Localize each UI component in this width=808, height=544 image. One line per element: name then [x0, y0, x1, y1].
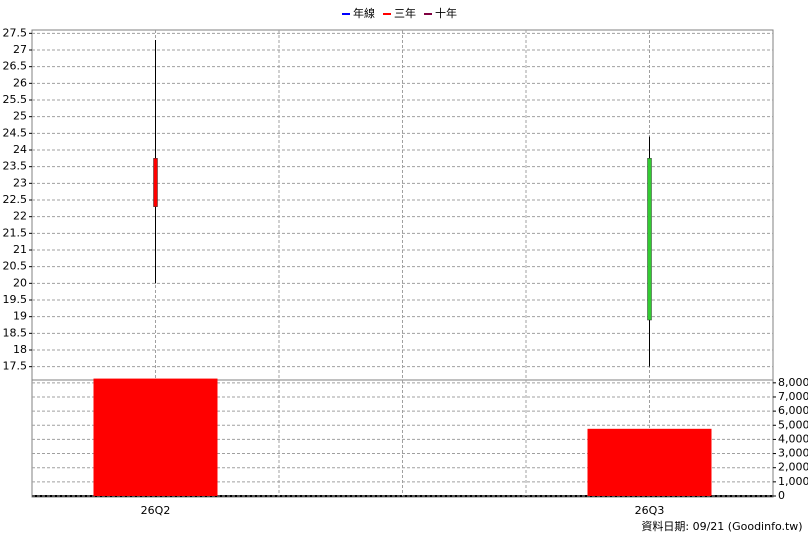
x-tick-label: 26Q2 [141, 504, 171, 517]
y-tick-label: 20.5 [3, 260, 28, 273]
y-tick-label: 22 [13, 210, 27, 223]
y-tick-label: 19.5 [3, 293, 28, 306]
y-tick-label: 19 [13, 310, 27, 323]
legend-label: 年線 [353, 6, 375, 20]
footer: 資料日期: 09/21 (Goodinfo.tw) [641, 519, 802, 533]
y-tick-label: 21.5 [3, 226, 28, 239]
y2-tick-label: 8,000 [778, 376, 808, 389]
y-tick-label: 24.5 [3, 126, 28, 139]
y-tick-label: 20 [13, 276, 27, 289]
y-tick-label: 18 [13, 343, 27, 356]
y-tick-label: 24 [13, 143, 27, 156]
y-tick-label: 23.5 [3, 160, 28, 173]
y2-tick-label: 3,000 [778, 447, 808, 460]
y2-tick-label: 7,000 [778, 390, 808, 403]
y-tick-label: 18.5 [3, 326, 28, 339]
y-tick-label: 21 [13, 243, 27, 256]
y-tick-label: 17.5 [3, 360, 28, 373]
y2-tick-label: 5,000 [778, 418, 808, 431]
candle-body [153, 158, 158, 207]
y-tick-label: 26.5 [3, 60, 28, 73]
y-tick-label: 27.5 [3, 26, 28, 39]
volume-bar [587, 428, 712, 496]
candle-body [647, 158, 652, 321]
y-tick-label: 27 [13, 43, 27, 56]
legend-label: 十年 [435, 6, 457, 20]
y2-tick-label: 6,000 [778, 404, 808, 417]
y2-tick-label: 1,000 [778, 475, 808, 488]
y-tick-label: 25.5 [3, 93, 28, 106]
y2-tick-label: 4,000 [778, 432, 808, 445]
y-tick-label: 26 [13, 76, 27, 89]
y-tick-label: 23 [13, 176, 27, 189]
x-tick-label: 26Q3 [635, 504, 665, 517]
y-tick-label: 25 [13, 110, 27, 123]
y-tick-label: 22.5 [3, 193, 28, 206]
volume-bar [93, 378, 218, 496]
y2-tick-label: 0 [778, 489, 785, 502]
legend-label: 三年 [394, 6, 416, 20]
y2-tick-label: 2,000 [778, 461, 808, 474]
